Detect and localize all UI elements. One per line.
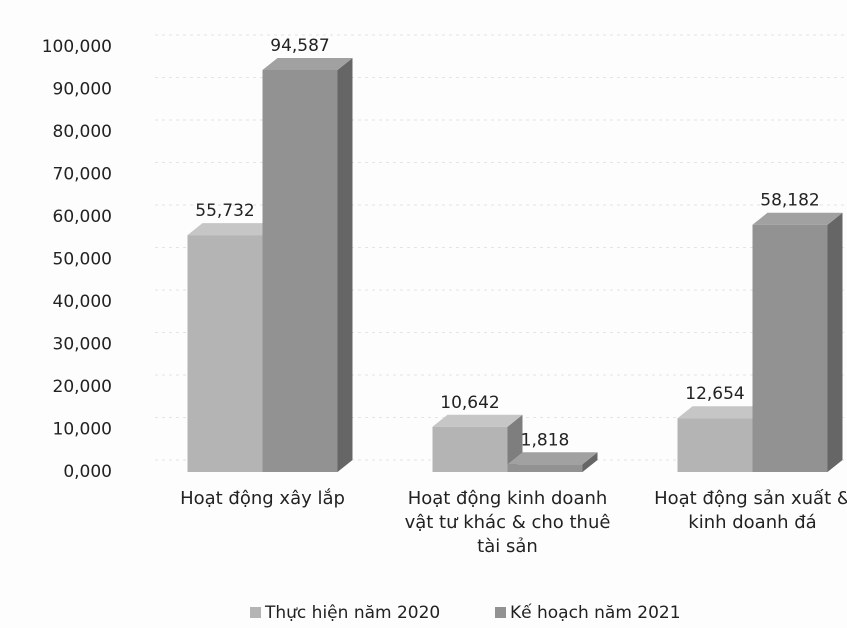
- bar: [752, 224, 828, 472]
- y-tick-label: 40,000: [53, 292, 112, 312]
- bar-top: [677, 406, 768, 419]
- value-label: 12,654: [685, 384, 744, 404]
- value-label: 58,182: [760, 191, 819, 211]
- bar-top: [187, 223, 278, 236]
- x-tick-label: Hoạt động kinh doanh vật tư khác & cho t…: [404, 488, 611, 557]
- bar-top: [507, 452, 598, 465]
- value-label: 94,587: [270, 36, 329, 56]
- legend-label: Kế hoạch năm 2021: [510, 602, 681, 623]
- bar: [187, 235, 263, 472]
- x-tick-label: Hoạt động xây lắp: [180, 488, 345, 509]
- y-tick-label: 60,000: [53, 207, 112, 227]
- y-tick-label: 20,000: [53, 377, 112, 397]
- bar: [262, 70, 338, 472]
- y-tick-label: 10,000: [53, 420, 112, 440]
- legend-label: Thực hiện năm 2020: [264, 603, 440, 623]
- y-tick-label: 80,000: [53, 122, 112, 142]
- x-tick-label: Hoạt động sản xuất & kinh doanh đá: [654, 488, 847, 533]
- value-label: 55,732: [195, 201, 254, 221]
- y-tick-label: 70,000: [53, 165, 112, 185]
- legend-swatch: [495, 607, 506, 618]
- bar-top: [752, 212, 843, 225]
- bar: [507, 464, 583, 472]
- y-tick-label: 50,000: [53, 250, 112, 270]
- bar-top: [262, 58, 353, 71]
- y-tick-label: 0,000: [63, 462, 112, 482]
- y-tick-label: 100,000: [42, 37, 112, 57]
- bar-side: [582, 452, 598, 472]
- bar: [432, 426, 508, 472]
- value-label: 1,818: [521, 430, 570, 450]
- bar-side: [827, 212, 843, 472]
- y-tick-label: 90,000: [53, 80, 112, 100]
- legend-swatch: [250, 607, 261, 618]
- value-label: 10,642: [440, 393, 499, 413]
- y-tick-label: 30,000: [53, 335, 112, 355]
- bar: [677, 418, 753, 472]
- bar-top: [432, 414, 523, 427]
- bar-side: [337, 58, 353, 472]
